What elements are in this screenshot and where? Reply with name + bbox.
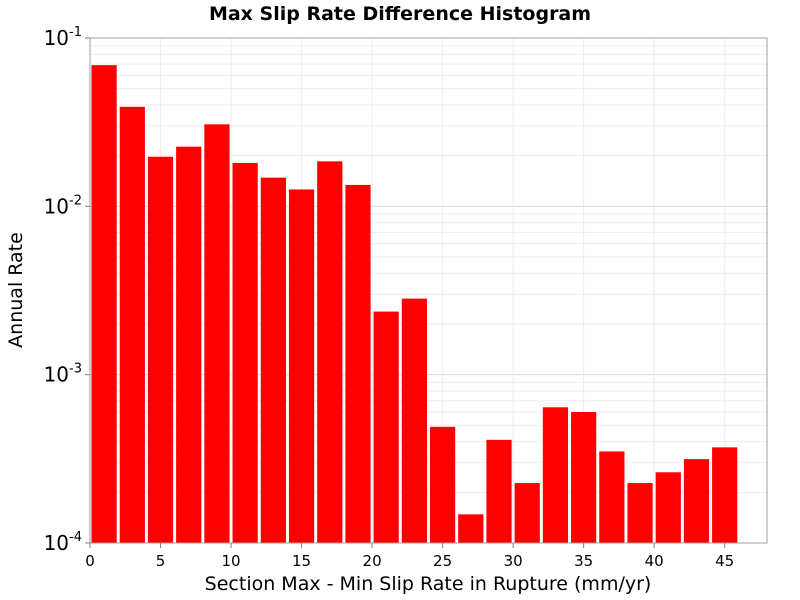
histogram-bar [655, 472, 681, 543]
histogram-bar [486, 439, 512, 543]
plot-frame [89, 37, 768, 544]
histogram-bar [232, 162, 258, 543]
y-tick-label: 10-4 [44, 530, 82, 555]
x-axis-label: Section Max - Min Slip Rate in Rupture (… [205, 573, 652, 595]
histogram-bar [317, 161, 343, 543]
x-tick-label: 25 [433, 552, 452, 570]
histogram-bar [204, 124, 230, 544]
x-tick-label: 20 [363, 552, 382, 570]
histogram-bar [147, 156, 174, 544]
histogram-bar [430, 426, 456, 543]
y-axis-label: Annual Rate [5, 232, 27, 348]
x-tick-label: 40 [645, 552, 664, 570]
x-tick-label: 10 [221, 552, 240, 570]
histogram-bar [119, 106, 145, 543]
x-tick-label: 45 [715, 552, 734, 570]
axis-ticks: 0 5 10 15 20 25 30 35 40 45 10-4 10-3 10-2 10-1 [44, 25, 735, 570]
histogram-bar [514, 483, 540, 543]
histogram-bar [373, 311, 399, 543]
x-tick-label: 5 [156, 552, 166, 570]
y-tick-label: 10-3 [44, 362, 82, 387]
chart-title: Max Slip Rate Difference Histogram [209, 3, 591, 25]
histogram-bar [401, 298, 427, 543]
bars [91, 65, 738, 544]
y-tick-label: 10-1 [44, 25, 82, 50]
x-tick-label: 35 [574, 552, 593, 570]
x-tick-label: 15 [292, 552, 311, 570]
histogram-bar [458, 514, 484, 543]
histogram-bar [288, 189, 315, 543]
x-tick-label: 0 [85, 552, 95, 570]
histogram-bar [176, 146, 202, 543]
histogram-bar [627, 483, 653, 543]
histogram-bar [712, 447, 738, 543]
y-tick-label: 10-2 [44, 193, 82, 218]
histogram-bar [542, 407, 569, 543]
histogram-bar [571, 412, 597, 543]
histogram-bar [683, 459, 710, 543]
histogram-bar [260, 177, 286, 543]
x-tick-label: 30 [504, 552, 523, 570]
histogram-bar [599, 451, 625, 543]
histogram-bar [91, 65, 117, 543]
histogram-bar [345, 184, 371, 543]
